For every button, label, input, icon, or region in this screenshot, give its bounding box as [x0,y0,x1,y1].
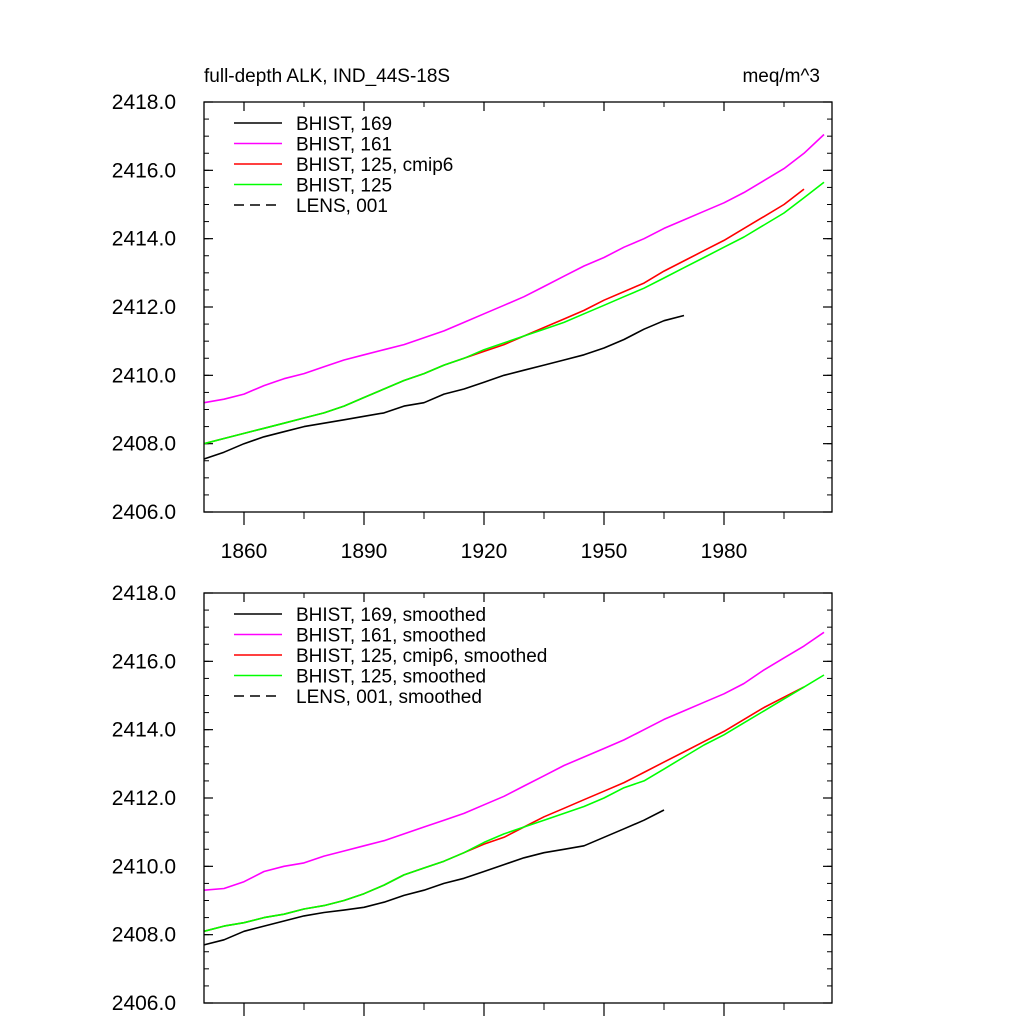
y-tick-label: 2416.0 [112,650,176,673]
series-line-1 [203,133,825,404]
y-tick-label: 2410.0 [112,855,176,878]
plot-frame [203,101,833,513]
legend-label-2: BHIST, 125, cmip6, smoothed [296,646,547,667]
y-tick-label: 2418.0 [112,582,176,605]
legend-label-0: BHIST, 169, smoothed [296,605,486,626]
y-tick-label: 2408.0 [112,433,176,456]
series-line-0 [203,314,685,460]
bottom-panel: 2406.0 2408.0 2410.0 2412.0 2414.0 2416.0 2418… [112,582,833,1016]
y-tick-label: 2412.0 [112,296,176,319]
y-tick-label: 2414.0 [112,228,176,251]
series-line-0 [203,809,665,946]
legend-label-4: LENS, 001 [296,196,388,217]
y-tick-label: 2412.0 [112,787,176,810]
legend-label-2: BHIST, 125, cmip6 [296,155,453,176]
legend-label-1: BHIST, 161 [296,135,392,156]
y-tick-label: 2410.0 [112,364,176,387]
chart-title: full-depth ALK, IND_44S-18S [204,66,450,87]
y-tick-label: 2406.0 [112,992,176,1015]
legend-label-3: BHIST, 125, smoothed [296,667,486,688]
series-line-3 [203,181,825,445]
legend-label-0: BHIST, 169 [296,114,392,135]
x-tick-label: 1860 [221,540,268,563]
x-tick-label: 1950 [581,540,628,563]
series-line-3 [203,674,825,933]
plot-frame [203,592,833,1004]
y-tick-label: 2406.0 [112,501,176,524]
plot-area: 2406.0 2408.0 2410.0 2412.0 2414.0 2416.0 2418… [112,582,833,1016]
legend-label-3: BHIST, 125 [296,176,392,197]
x-tick-label: 1890 [341,540,388,563]
x-tick-label: 1920 [461,540,508,563]
y-tick-label: 2414.0 [112,719,176,742]
units-label: meq/m^3 [742,66,820,87]
legend-label-1: BHIST, 161, smoothed [296,626,486,647]
plot-area: 2406.0 2408.0 2410.0 2412.0 2414.0 2416.0 2418… [112,91,833,563]
x-tick-label: 1980 [701,540,748,563]
y-tick-label: 2418.0 [112,91,176,114]
y-tick-label: 2416.0 [112,159,176,182]
series-line-1 [203,631,825,891]
legend-label-4: LENS, 001, smoothed [296,687,482,708]
y-tick-label: 2408.0 [112,924,176,947]
top-panel: full-depth ALK, IND_44S-18S meq/m^3 2406… [112,66,833,563]
